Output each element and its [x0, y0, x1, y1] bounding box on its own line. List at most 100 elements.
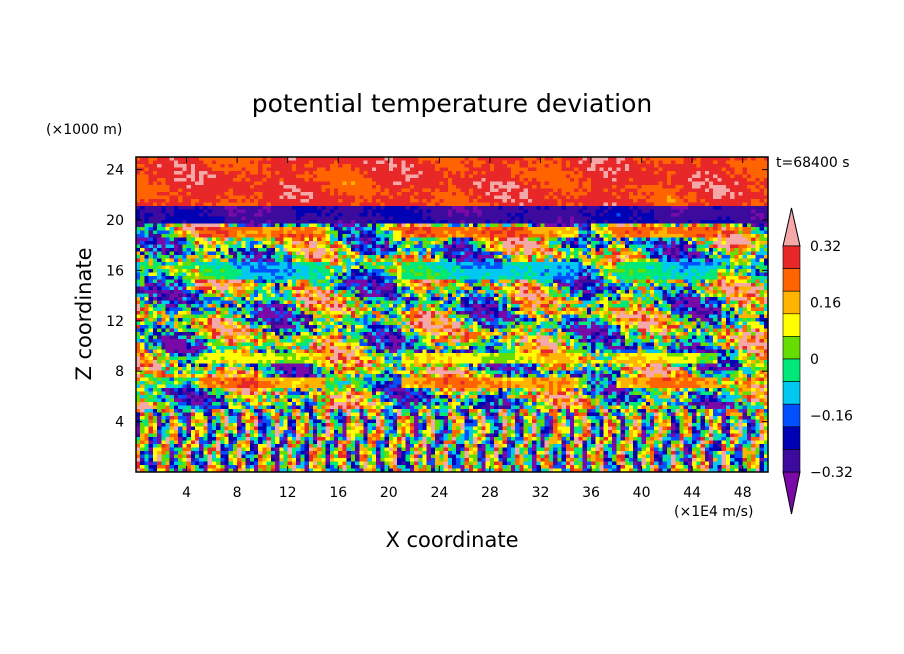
heatmap-cell	[405, 265, 411, 270]
heatmap-cell	[224, 265, 230, 270]
heatmap-cell	[161, 234, 167, 239]
heatmap-cell	[561, 255, 567, 260]
heatmap-cell	[325, 209, 331, 214]
heatmap-cell	[283, 160, 289, 165]
heatmap-cell	[199, 220, 205, 225]
heatmap-cell	[540, 160, 546, 165]
heatmap-cell	[713, 164, 719, 169]
heatmap-cell	[388, 241, 394, 246]
heatmap-cell	[654, 213, 660, 218]
heatmap-cell	[515, 251, 521, 256]
heatmap-cell	[553, 255, 558, 260]
heatmap-cell	[397, 206, 403, 211]
heatmap-cell	[376, 181, 381, 186]
heatmap-cell	[258, 164, 263, 169]
heatmap-cell	[384, 164, 390, 169]
heatmap-cell	[494, 269, 499, 274]
heatmap-cell	[418, 262, 424, 267]
heatmap-cell	[561, 195, 567, 200]
heatmap-cell	[569, 262, 575, 267]
heatmap-cell	[654, 174, 660, 179]
heatmap-cell	[439, 223, 445, 228]
heatmap-cell	[397, 255, 403, 260]
heatmap-cell	[178, 167, 183, 172]
heatmap-cell	[287, 202, 293, 207]
heatmap-cell	[452, 157, 457, 162]
heatmap-cell	[612, 178, 617, 183]
heatmap-cell	[730, 181, 735, 186]
heatmap-cell	[165, 202, 171, 207]
heatmap-cell	[763, 251, 769, 256]
heatmap-cell	[371, 244, 377, 249]
heatmap-cell	[633, 202, 638, 207]
heatmap-cell	[485, 181, 491, 186]
heatmap-cell	[435, 174, 440, 179]
heatmap-cell	[730, 227, 735, 232]
heatmap-cell	[296, 213, 301, 218]
heatmap-cell	[755, 220, 761, 225]
heatmap-cell	[692, 216, 697, 221]
heatmap-cell	[519, 269, 525, 274]
heatmap-cell	[380, 269, 386, 274]
heatmap-cell	[237, 248, 242, 253]
heatmap-cell	[489, 181, 495, 186]
heatmap-cell	[633, 206, 638, 211]
heatmap-cell	[658, 216, 664, 221]
heatmap-cell	[569, 255, 575, 260]
heatmap-cell	[523, 171, 529, 176]
heatmap-cell	[258, 241, 263, 246]
heatmap-cell	[443, 202, 449, 207]
heatmap-cell	[704, 244, 710, 249]
heatmap-cell	[734, 157, 740, 162]
heatmap-cell	[401, 192, 407, 197]
heatmap-cell	[548, 234, 554, 239]
heatmap-cell	[409, 230, 415, 235]
heatmap-cell	[671, 230, 676, 235]
heatmap-cell	[161, 265, 167, 270]
heatmap-cell	[258, 251, 263, 256]
heatmap-cell	[249, 206, 255, 211]
heatmap-cell	[426, 174, 432, 179]
heatmap-cell	[641, 248, 647, 253]
heatmap-cell	[338, 209, 344, 214]
heatmap-cell	[317, 227, 322, 232]
heatmap-cell	[275, 178, 280, 183]
heatmap-cell	[553, 244, 558, 249]
heatmap-cell	[734, 192, 740, 197]
heatmap-cell	[388, 171, 394, 176]
heatmap-cell	[637, 199, 643, 204]
heatmap-cell	[599, 223, 605, 228]
heatmap-cell	[700, 223, 706, 228]
heatmap-cell	[763, 234, 769, 239]
heatmap-cell	[464, 171, 470, 176]
heatmap-cell	[157, 262, 162, 267]
heatmap-cell	[742, 269, 748, 274]
heatmap-cell	[650, 202, 655, 207]
heatmap-cell	[591, 220, 596, 225]
heatmap-cell	[329, 157, 335, 162]
heatmap-cell	[624, 251, 630, 256]
heatmap-cell	[148, 167, 154, 172]
heatmap-cell	[211, 202, 217, 207]
heatmap-cell	[738, 255, 744, 260]
heatmap-cell	[317, 216, 322, 221]
heatmap-cell	[675, 220, 681, 225]
heatmap-cell	[367, 209, 373, 214]
heatmap-cell	[650, 244, 655, 249]
heatmap-cell	[224, 269, 230, 274]
heatmap-cell	[224, 181, 230, 186]
heatmap-cell	[510, 171, 516, 176]
heatmap-cell	[178, 199, 183, 204]
heatmap-cell	[591, 213, 596, 218]
heatmap-cell	[704, 230, 710, 235]
heatmap-cell	[489, 185, 495, 190]
heatmap-cell	[662, 269, 668, 274]
heatmap-cell	[746, 188, 752, 193]
heatmap-cell	[641, 241, 647, 246]
heatmap-cell	[355, 202, 360, 207]
heatmap-cell	[350, 178, 356, 183]
heatmap-cell	[430, 244, 436, 249]
heatmap-cell	[759, 160, 765, 165]
heatmap-cell	[628, 157, 634, 162]
heatmap-cell	[178, 248, 183, 253]
